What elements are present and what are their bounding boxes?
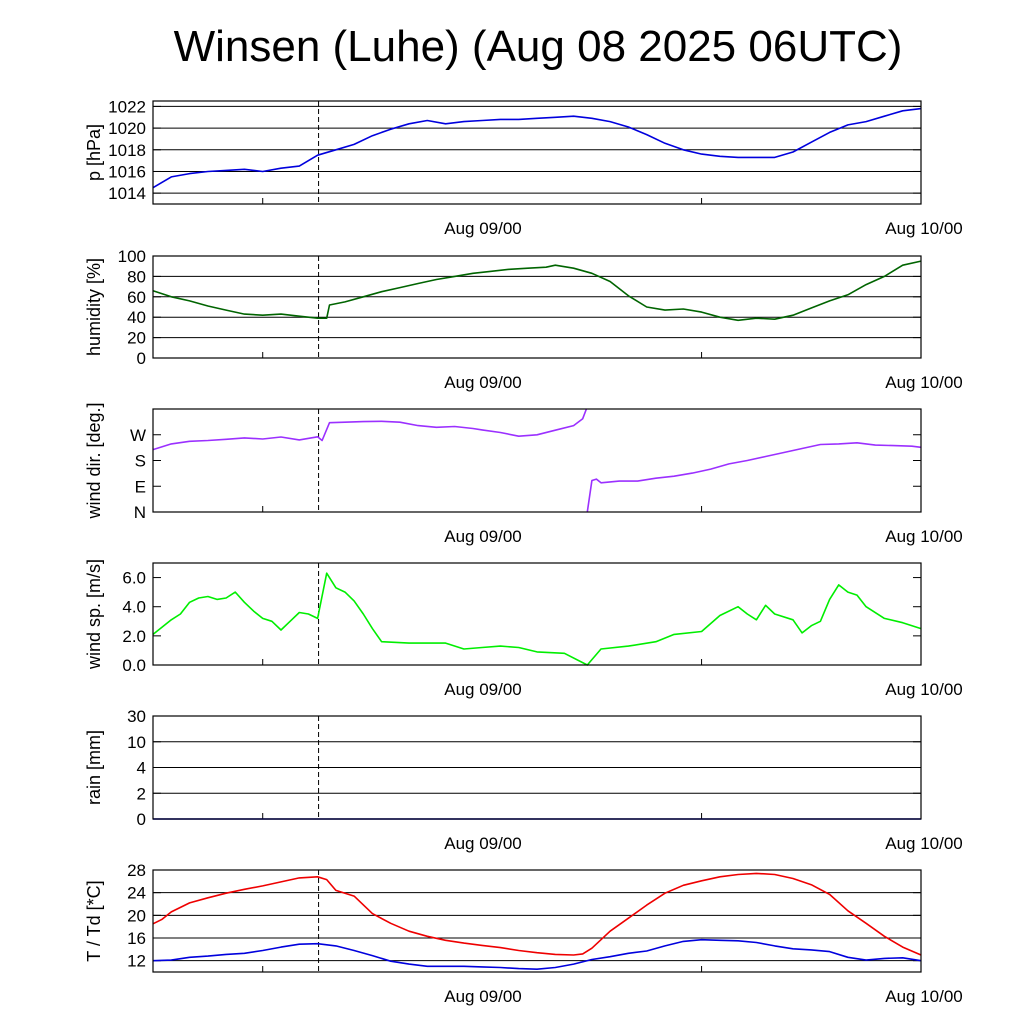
ytick-label-5-2: 20	[127, 906, 146, 925]
xtick-label-1-1: Aug 10/00	[885, 373, 963, 392]
series-line-5-0	[152, 872, 922, 956]
ytick-label-2-2: S	[135, 452, 146, 471]
xtick-label-4-1: Aug 10/00	[885, 834, 963, 853]
ytick-label-4-4: 30	[127, 707, 146, 726]
xtick-label-2-1: Aug 10/00	[885, 527, 963, 546]
ytick-label-2-0: N	[134, 503, 146, 522]
ytick-label-5-3: 24	[127, 884, 146, 903]
panel-frame-2	[152, 408, 922, 513]
ytick-label-1-2: 40	[127, 308, 146, 327]
ytick-label-3-0: 0.0	[122, 656, 146, 675]
xtick-label-5-0: Aug 09/00	[444, 987, 522, 1006]
ytick-label-0-0: 1014	[108, 184, 146, 203]
ytick-label-1-1: 20	[127, 329, 146, 348]
series-line-1-0	[152, 260, 922, 322]
series-line-2-0	[152, 408, 922, 513]
xtick-label-4-0: Aug 09/00	[444, 834, 522, 853]
series-line-5-1	[152, 938, 922, 970]
ytick-label-3-2: 4.0	[122, 598, 146, 617]
ytick-label-0-4: 1022	[108, 97, 146, 116]
xtick-label-0-0: Aug 09/00	[444, 219, 522, 238]
panel-frame-3	[152, 562, 922, 666]
ytick-label-5-0: 12	[127, 952, 146, 971]
panel-frame-5	[152, 869, 922, 973]
ytick-label-1-3: 60	[127, 288, 146, 307]
ytick-label-0-2: 1018	[108, 141, 146, 160]
xtick-label-5-1: Aug 10/00	[885, 987, 963, 1006]
ylabel-2: wind dir. [deg.]	[84, 402, 104, 519]
series-line-0-0	[152, 107, 922, 189]
ytick-label-0-1: 1016	[108, 162, 146, 181]
xtick-label-0-1: Aug 10/00	[885, 219, 963, 238]
ytick-label-4-3: 10	[127, 733, 146, 752]
ytick-label-3-3: 6.0	[122, 569, 146, 588]
ylabel-4: rain [mm]	[84, 730, 104, 805]
xtick-label-1-0: Aug 09/00	[444, 373, 522, 392]
xtick-label-3-0: Aug 09/00	[444, 680, 522, 699]
panel-frame-0	[152, 100, 922, 205]
ytick-label-4-2: 4	[137, 759, 146, 778]
ylabel-0: p [hPa]	[84, 124, 104, 181]
xtick-label-3-1: Aug 10/00	[885, 680, 963, 699]
ytick-label-1-5: 100	[118, 247, 146, 266]
panel-frame-4	[152, 715, 922, 820]
chart-title: Winsen (Luhe) (Aug 08 2025 06UTC)	[173, 22, 903, 71]
series-line-3-0	[152, 572, 922, 666]
ytick-label-5-4: 28	[127, 861, 146, 880]
ylabel-5: T / Td [*C]	[84, 880, 104, 961]
ylabel-3: wind sp. [m/s]	[84, 559, 104, 670]
ytick-label-1-0: 0	[137, 349, 146, 368]
ytick-label-4-1: 2	[137, 784, 146, 803]
ytick-label-2-1: E	[135, 477, 146, 496]
ytick-label-4-0: 0	[137, 810, 146, 829]
panel-frame-1	[152, 255, 922, 359]
ytick-label-2-3: W	[130, 426, 146, 445]
ytick-label-0-3: 1020	[108, 119, 146, 138]
ylabel-1: humidity [%]	[84, 258, 104, 356]
ytick-label-3-1: 2.0	[122, 627, 146, 646]
xtick-label-2-0: Aug 09/00	[444, 527, 522, 546]
ytick-label-1-4: 80	[127, 267, 146, 286]
ytick-label-5-1: 16	[127, 929, 146, 948]
